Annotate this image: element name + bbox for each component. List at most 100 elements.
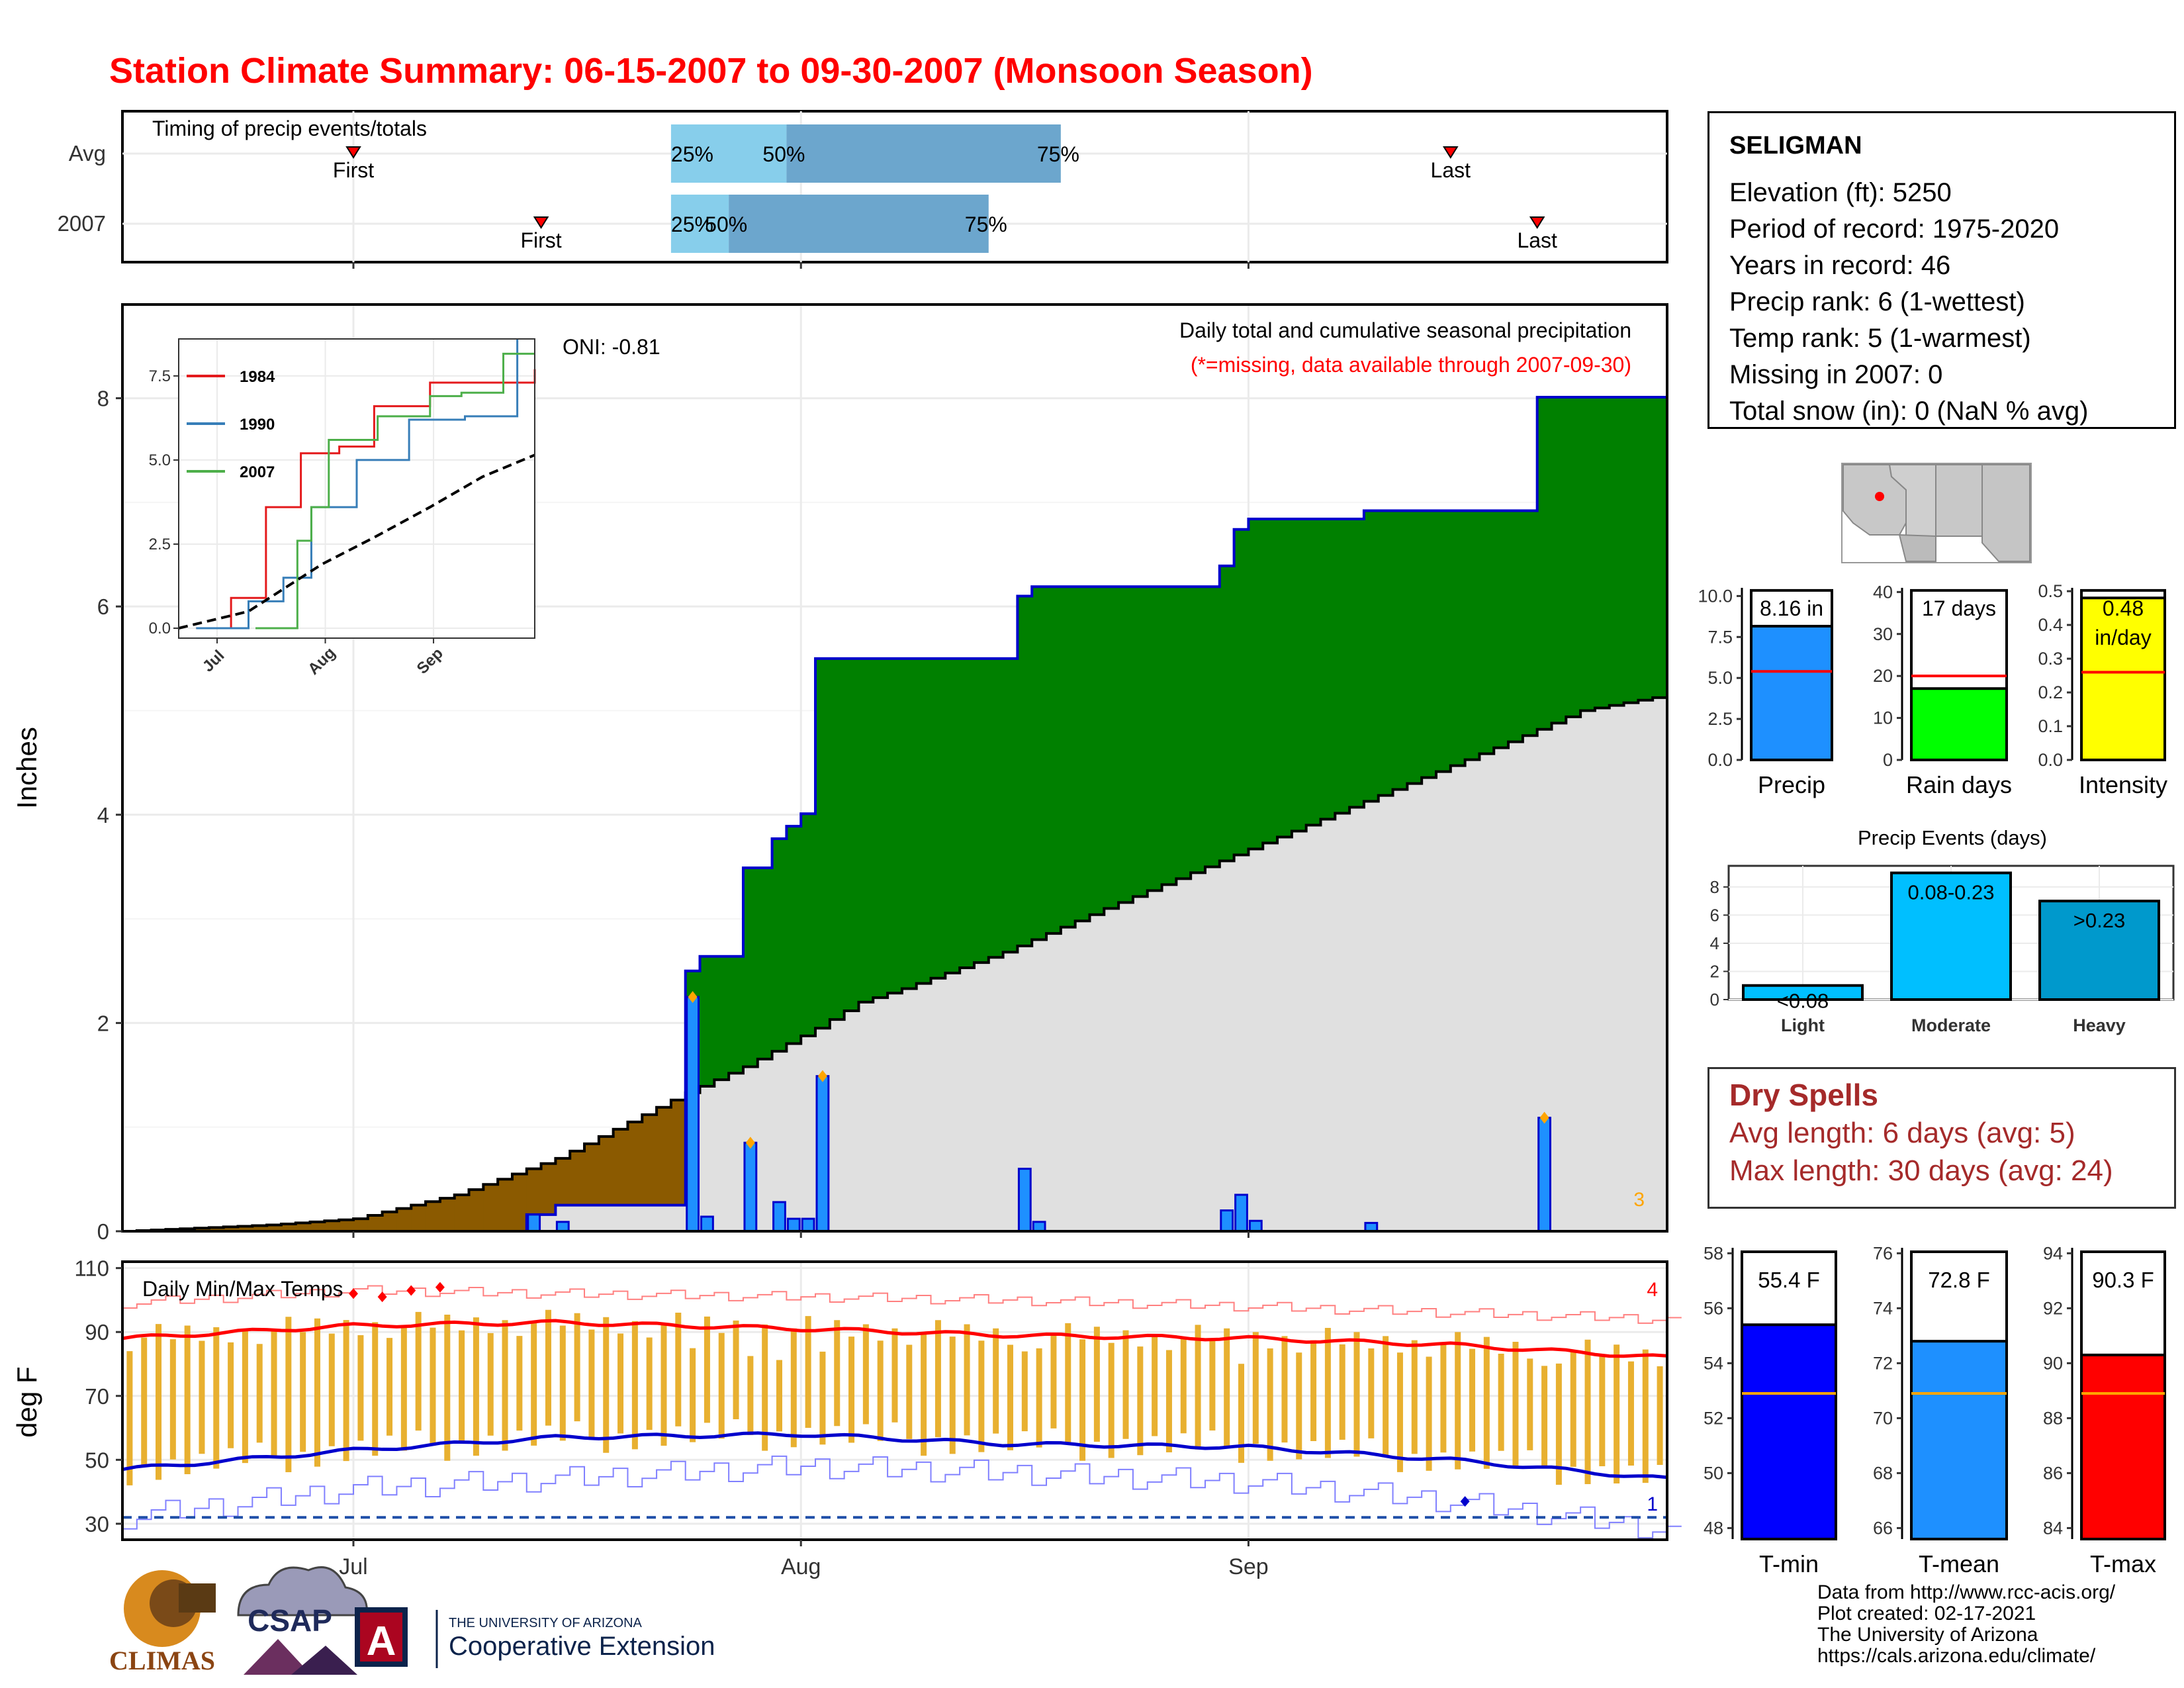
last-event-marker — [1442, 146, 1459, 159]
y-tick-label: 72 — [1873, 1353, 1893, 1373]
below-average-area — [613, 1129, 629, 1205]
first-event-label: First — [333, 158, 374, 182]
x-tick-label: Sep — [1228, 1554, 1269, 1579]
y-tick-label: 110 — [74, 1256, 109, 1281]
above-average-area — [1234, 529, 1250, 855]
timing-25-50-bar — [670, 195, 729, 253]
extreme-marker — [1539, 1111, 1549, 1124]
below-average-area — [310, 1221, 325, 1231]
y-tick-label: 48 — [1704, 1518, 1723, 1538]
events-category-label: Moderate — [1911, 1015, 1991, 1035]
below-average-area — [339, 1219, 354, 1231]
precip-corner-count: 3 — [1633, 1189, 1645, 1211]
inset-line-2007 — [255, 352, 535, 630]
above-average-area — [1522, 510, 1538, 736]
inset-y-tick-label: 7.5 — [149, 367, 171, 385]
credit-line: Data from http://www.rcc-acis.org/ — [1817, 1581, 2116, 1603]
above-average-area — [1046, 586, 1062, 934]
below-average-area — [498, 1179, 513, 1231]
below-average-area — [598, 1136, 614, 1205]
y-tick-label: 20 — [1873, 666, 1893, 686]
timing-p75-label: 75% — [1037, 142, 1079, 166]
below-average-area — [267, 1225, 282, 1231]
above-average-area — [1653, 397, 1668, 698]
credit-line: https://cals.arizona.edu/climate/ — [1817, 1645, 2096, 1667]
above-average-area — [1392, 510, 1408, 790]
below-average-area — [526, 1168, 542, 1215]
above-average-area — [1277, 519, 1293, 837]
above-average-area — [1494, 510, 1509, 748]
record-high-marker — [349, 1288, 359, 1299]
timing-p25-label: 25% — [671, 142, 713, 166]
events-bar-label: >0.23 — [2073, 909, 2125, 932]
above-average-area — [1003, 658, 1019, 953]
above-average-area — [1147, 586, 1163, 891]
inset-line-1984 — [196, 369, 536, 630]
dry-spells-box: Dry Spells Avg length: 6 days (avg: 5) M… — [1707, 1067, 2176, 1209]
below-average-area — [642, 1114, 657, 1205]
daily-precip-bar — [815, 1075, 830, 1233]
avg-cumulative-line — [122, 694, 1668, 1233]
inset-line-1990 — [196, 339, 519, 630]
events-bar — [1890, 871, 2012, 1002]
y-tick-label: 0 — [1710, 990, 1719, 1009]
above-average-area — [873, 658, 888, 998]
y-tick-label: 4 — [1710, 933, 1719, 953]
above-average-area — [815, 658, 831, 1029]
above-average-area — [1032, 586, 1047, 940]
inset-y-tick-label: 5.0 — [149, 451, 171, 469]
y-tick-label: 76 — [1873, 1243, 1893, 1263]
summary-category-label: Rain days — [1906, 771, 2012, 798]
above-average-area — [1378, 510, 1394, 796]
y-tick-label: 94 — [2043, 1243, 2063, 1263]
above-average-area — [960, 658, 975, 968]
below-average-area — [541, 1163, 556, 1215]
above-average-area — [772, 838, 788, 1052]
last-event-label: Last — [1517, 228, 1557, 252]
above-average-area — [786, 826, 801, 1044]
events-bar — [1742, 984, 1864, 1001]
above-average-area — [1609, 397, 1625, 706]
y-tick-label: 8 — [1710, 877, 1719, 897]
y-tick-label: 70 — [1873, 1408, 1893, 1428]
above-average-area — [1465, 510, 1480, 760]
y-tick-label: 8 — [97, 387, 109, 411]
credit-line: Plot created: 02-17-2021 — [1817, 1603, 2036, 1624]
below-average-area — [584, 1143, 600, 1205]
temp-ylabel: deg F — [11, 1366, 42, 1437]
above-average-area — [1191, 586, 1206, 873]
above-average-area — [829, 658, 845, 1020]
credit-line: The University of Arizona — [1817, 1624, 2038, 1646]
above-average-area — [1537, 397, 1553, 729]
precip-ylabel: Inches — [11, 727, 42, 809]
y-tick-label: 74 — [1873, 1298, 1893, 1318]
daily-precip-bar — [1220, 1209, 1234, 1233]
above-average-area — [1060, 586, 1076, 927]
dry-spells-avg: Avg length: 6 days (avg: 5) — [1729, 1117, 2075, 1149]
y-tick-label: 86 — [2043, 1463, 2063, 1483]
station-location-dot — [1875, 492, 1884, 501]
climas-logo-mark — [179, 1583, 216, 1613]
y-tick-label: 40 — [1873, 582, 1893, 602]
below-average-area — [238, 1226, 253, 1231]
below-average-area — [454, 1194, 470, 1231]
avg-min-line — [122, 1431, 1668, 1479]
inset-legend-label: 1984 — [240, 368, 275, 386]
above-average-area — [1075, 586, 1091, 921]
below-average-area — [411, 1205, 426, 1231]
below-average-area — [483, 1184, 498, 1231]
above-average-area — [1219, 565, 1235, 861]
temp-summary-bar-tmin — [1741, 1323, 1837, 1541]
station-temp-rank: Temp rank: 5 (1-warmest) — [1729, 324, 2031, 353]
temp-summary-value: 55.4 F — [1758, 1268, 1820, 1292]
above-average-area — [729, 956, 744, 1074]
csap-mountain-icon — [244, 1639, 311, 1675]
above-average-area — [931, 658, 946, 978]
above-average-area — [1161, 586, 1177, 885]
ua-logo-letter: A — [367, 1618, 396, 1664]
above-average-area — [1089, 586, 1105, 915]
y-tick-label: 84 — [2043, 1518, 2063, 1538]
below-average-area — [627, 1121, 643, 1205]
record-high-marker — [377, 1291, 387, 1303]
csap-mountain-icon — [291, 1646, 357, 1675]
